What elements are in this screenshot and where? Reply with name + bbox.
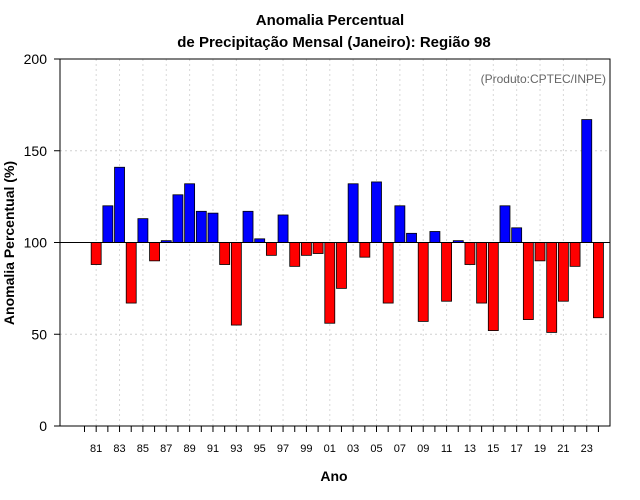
y-tick-label: 100 xyxy=(24,235,48,251)
x-tick-label: 15 xyxy=(487,443,499,455)
bar-11 xyxy=(441,242,452,302)
bar-05 xyxy=(371,181,382,243)
bar-09 xyxy=(417,242,429,322)
x-tick-label: 21 xyxy=(557,443,569,455)
x-tick-label: 01 xyxy=(324,443,336,455)
y-tick-label: 200 xyxy=(24,51,48,67)
bar-03 xyxy=(347,183,359,243)
y-axis-label: Anomalia Percentual (%) xyxy=(1,161,17,325)
x-tick-label: 97 xyxy=(277,443,289,455)
bar-88 xyxy=(172,194,184,243)
bar-01 xyxy=(324,242,336,324)
y-tick-label: 50 xyxy=(31,326,47,342)
y-axis: 0 50 100 150 200 xyxy=(24,51,60,434)
bar-97 xyxy=(277,214,289,243)
bar-04 xyxy=(359,242,371,258)
chart-title: Anomalia Percentual xyxy=(256,12,404,29)
y-tick-label: 0 xyxy=(39,418,47,434)
x-tick-label: 11 xyxy=(441,443,452,455)
bar-81 xyxy=(90,242,102,265)
x-tick-label: 19 xyxy=(534,443,546,455)
bar-23 xyxy=(581,119,593,243)
x-tick-label: 07 xyxy=(394,443,406,455)
source-annotation: (Produto:CPTEC/INPE) xyxy=(481,72,606,86)
x-tick-label: 09 xyxy=(417,443,429,455)
bar-99 xyxy=(301,242,312,256)
x-axis: 81 83 85 87 89 91 93 95 97 99 01 03 05 07 09 11 13 15 17 19… xyxy=(84,426,599,455)
x-tick-label: 17 xyxy=(511,443,523,455)
bar-10 xyxy=(429,231,441,243)
x-tick-label: 13 xyxy=(464,443,476,455)
bar-96 xyxy=(265,242,277,256)
x-tick-label: 89 xyxy=(183,443,195,455)
bar-95 xyxy=(254,238,266,243)
bar-98 xyxy=(289,242,301,267)
bar-24 xyxy=(593,242,604,319)
bar-92 xyxy=(219,242,231,265)
bar-85 xyxy=(137,218,149,243)
x-tick-label: 81 xyxy=(90,443,102,455)
x-tick-label: 85 xyxy=(137,443,149,455)
bar-21 xyxy=(557,242,569,302)
bar-18 xyxy=(522,242,534,320)
bar-15 xyxy=(487,242,499,331)
bar-20 xyxy=(546,242,558,333)
x-tick-label: 03 xyxy=(347,443,359,455)
bar-02 xyxy=(336,242,347,289)
x-tick-label: 83 xyxy=(113,443,125,455)
bar-17 xyxy=(511,227,523,243)
x-tick-label: 91 xyxy=(207,443,219,455)
y-tick-label: 150 xyxy=(24,143,48,159)
bar-84 xyxy=(125,242,137,304)
x-tick-label: 99 xyxy=(300,443,312,455)
x-tick-label: 87 xyxy=(160,443,172,455)
bar-14 xyxy=(476,242,488,304)
x-tick-label: 93 xyxy=(230,443,242,455)
bar-13 xyxy=(464,242,476,265)
chart-subtitle: de Precipitação Mensal (Janeiro): Região… xyxy=(177,34,490,51)
bar-06 xyxy=(382,242,394,304)
bar-93 xyxy=(230,242,242,326)
bar-07 xyxy=(394,205,406,243)
bar-83 xyxy=(114,166,125,243)
bars xyxy=(90,119,604,333)
x-tick-label: 05 xyxy=(370,443,382,455)
bar-91 xyxy=(207,212,219,243)
bar-19 xyxy=(534,242,546,262)
bar-90 xyxy=(195,210,207,243)
bar-16 xyxy=(499,205,511,243)
x-axis-label: Ano xyxy=(320,468,347,484)
bar-94 xyxy=(242,210,254,243)
x-tick-label: 23 xyxy=(581,443,593,455)
bar-00 xyxy=(312,242,324,254)
grid xyxy=(60,59,610,426)
bar-08 xyxy=(406,232,417,243)
bar-82 xyxy=(102,205,114,243)
x-tick-label: 95 xyxy=(254,443,266,455)
bar-89 xyxy=(184,183,196,243)
bar-86 xyxy=(149,242,160,262)
bar-22 xyxy=(569,242,581,267)
